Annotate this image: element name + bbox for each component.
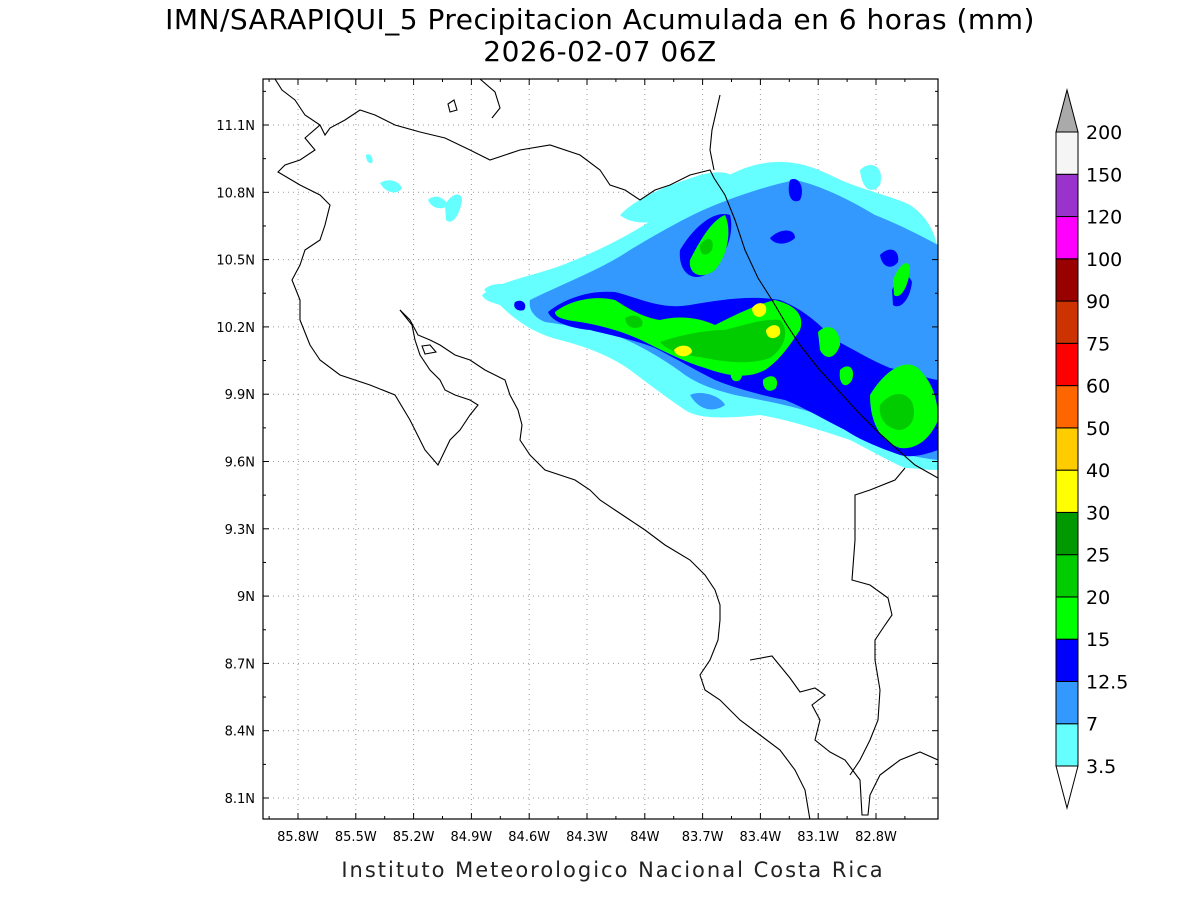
colorbar-segment: [1055, 469, 1079, 513]
coastline-borders: [274, 79, 938, 819]
lat-tick-label: 10.5N: [216, 254, 255, 269]
lon-tick-label: 85.8W: [277, 830, 319, 845]
lat-tick-label: 11.1N: [216, 119, 255, 134]
lat-tick-label: 8.4N: [225, 725, 255, 740]
colorbar-segment: [1055, 385, 1079, 429]
map-title: IMN/SARAPIQUI_5 Precipitacion Acumulada …: [165, 3, 1035, 36]
colorbar-max-arrow: [1055, 88, 1079, 133]
lon-tick-label: 84.6W: [508, 830, 550, 845]
map-frame: [262, 78, 939, 820]
colorbar-label: 60: [1086, 376, 1110, 398]
colorbar-segment: [1055, 554, 1079, 598]
colorbar-segment: [1055, 680, 1079, 725]
lon-tick-label: 84.3W: [566, 830, 608, 845]
colorbar-segment: [1055, 427, 1079, 471]
colorbar-label: 30: [1086, 502, 1110, 524]
colorbar-label: 200: [1086, 122, 1122, 144]
colorbar-label: 40: [1086, 460, 1110, 482]
colorbar-segment: [1055, 511, 1079, 556]
colorbar-label: 7: [1086, 714, 1098, 736]
colorbar-label: 50: [1086, 418, 1110, 440]
colorbar-segment: [1055, 300, 1079, 344]
lon-tick-label: 83.7W: [682, 830, 724, 845]
colorbar-label: 75: [1086, 333, 1110, 355]
colorbar-segment: [1055, 342, 1079, 387]
colorbar-label: 90: [1086, 291, 1110, 313]
lon-tick-label: 85.2W: [393, 830, 435, 845]
lon-tick-label: 84.9W: [450, 830, 492, 845]
lat-tick-label: 9.9N: [225, 388, 255, 403]
lat-tick-label: 9.6N: [225, 456, 255, 471]
colorbar-label: 12.5: [1086, 671, 1128, 693]
colorbar-segment: [1055, 723, 1079, 767]
colorbar-segment: [1055, 638, 1079, 682]
precip-colorbar: 3.5 7 12.5 15 20 25 30 40 50 60 75 90 100 120 150 200: [1055, 88, 1128, 810]
colorbar-label: 120: [1086, 207, 1122, 229]
lon-tick-label: 84W: [630, 830, 660, 845]
colorbar-segment: [1055, 596, 1079, 640]
lon-tick-label: 83.4W: [739, 830, 781, 845]
precipitation-field: [366, 154, 938, 471]
colorbar-label: 20: [1086, 587, 1110, 609]
colorbar-label: 100: [1086, 249, 1122, 271]
footer-credit: Instituto Meteorologico Nacional Costa R…: [341, 858, 885, 882]
colorbar-min-arrow: [1055, 765, 1079, 810]
colorbar-label: 3.5: [1086, 756, 1116, 778]
lon-tick-label: 85.5W: [335, 830, 377, 845]
lat-tick-label: 10.2N: [216, 321, 255, 336]
lat-tick-label: 8.1N: [225, 792, 255, 807]
colorbar-label: 25: [1086, 545, 1110, 567]
lat-tick-label: 10.8N: [216, 186, 255, 201]
axis-ticks: 85.8W 85.5W 85.2W 84.9W 84.6W 84.3W 84W 83.7W 83…: [216, 79, 938, 845]
map-subtitle-date: 2026-02-07 06Z: [483, 35, 717, 68]
colorbar-segment: [1055, 173, 1079, 218]
colorbar-label: 15: [1086, 629, 1110, 651]
precip-30-mm: [674, 303, 781, 357]
lat-tick-label: 8.7N: [225, 657, 255, 672]
lat-tick-label: 9N: [237, 590, 255, 605]
lon-tick-label: 82.8W: [855, 830, 897, 845]
lon-tick-label: 83.1W: [797, 830, 839, 845]
colorbar-segment: [1055, 131, 1079, 175]
lat-tick-label: 9.3N: [225, 523, 255, 538]
colorbar-segment: [1055, 258, 1079, 302]
colorbar-segment: [1055, 216, 1079, 260]
colorbar-label: 150: [1086, 164, 1122, 186]
